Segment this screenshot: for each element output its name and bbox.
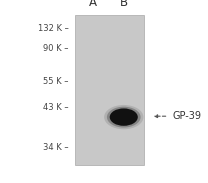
Bar <box>75 15 144 165</box>
Ellipse shape <box>104 105 144 129</box>
Text: GP-39: GP-39 <box>173 111 202 121</box>
Text: A: A <box>89 0 97 9</box>
Text: 132 K –: 132 K – <box>38 24 69 33</box>
Text: 55 K –: 55 K – <box>43 77 69 86</box>
Ellipse shape <box>110 108 138 126</box>
Text: 90 K –: 90 K – <box>43 44 69 53</box>
Text: 34 K –: 34 K – <box>43 143 69 152</box>
Text: 43 K –: 43 K – <box>43 102 69 112</box>
Text: B: B <box>120 0 128 9</box>
Ellipse shape <box>107 107 141 128</box>
